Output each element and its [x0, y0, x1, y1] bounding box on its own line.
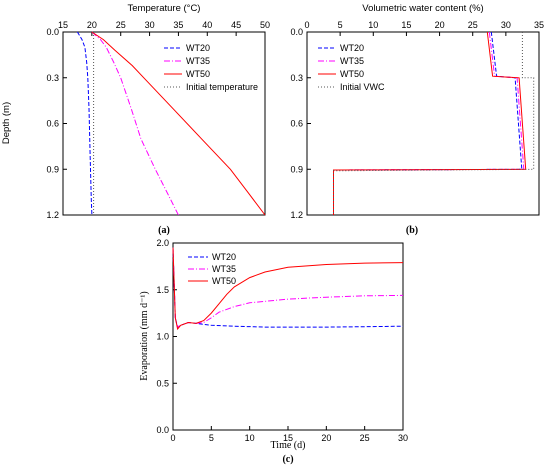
legend-label: WT20	[212, 252, 236, 262]
legend-label: WT50	[186, 69, 210, 79]
series-line-wt50	[172, 247, 404, 331]
legend-label: WT35	[186, 56, 210, 66]
x-tick-label: 30	[398, 433, 408, 443]
series-line-wt35	[91, 31, 179, 216]
x-tick-label: 15	[283, 433, 293, 443]
y-tick-label: 0.6	[46, 119, 59, 129]
x-tick-label: 30	[501, 20, 511, 30]
x-axis-title: Time (d)	[271, 440, 306, 451]
series-line-wt50	[91, 31, 266, 216]
x-axis-title: Volumetric water content (%)	[362, 3, 483, 14]
x-tick-label: 25	[468, 20, 478, 30]
chart-panel-2: 0 5 10 15 20 25 30 35 0.0 0.3 0.6 0.9 1.2 Volumetric …	[290, 3, 544, 236]
y-tick-label: 0.3	[46, 73, 59, 83]
x-tick-label: 0	[304, 20, 309, 30]
y-tick-label: 0.5	[156, 378, 169, 388]
x-tick-label: 35	[534, 20, 544, 30]
x-tick-label: 40	[202, 20, 212, 30]
y-axis-title: Evaporation (mm d⁻¹)	[139, 291, 150, 380]
panel-label: (b)	[406, 225, 418, 236]
x-tick-label: 5	[338, 20, 343, 30]
y-tick-label: 0.9	[290, 164, 303, 174]
series-line-wt50	[333, 31, 527, 215]
x-tick-label: 45	[231, 20, 241, 30]
series-line-wt35	[172, 247, 404, 328]
x-tick-label: 20	[435, 20, 445, 30]
x-tick-label: 35	[173, 20, 183, 30]
x-tick-label: 15	[58, 20, 68, 30]
legend-label: WT50	[340, 69, 364, 79]
x-tick-label: 5	[209, 433, 214, 443]
x-tick-label: 0	[170, 433, 175, 443]
x-tick-label: 25	[360, 433, 370, 443]
legend-label: WT50	[212, 276, 236, 286]
series-line-wt20	[172, 247, 404, 328]
chart-panel-3: 0 5 10 15 20 25 30 0.0 0.5 1.0 1.5 2.0 Time (d) Evapo…	[139, 238, 408, 465]
x-tick-label: 50	[260, 20, 270, 30]
y-tick-label: 0.3	[290, 73, 303, 83]
y-tick-label: 0.0	[156, 425, 169, 435]
legend-label: Initial VWC	[340, 82, 385, 92]
y-tick-label: 1.2	[290, 210, 303, 220]
x-tick-label: 25	[116, 20, 126, 30]
y-tick-label: 1.0	[156, 332, 169, 342]
y-tick-label: 0.6	[290, 119, 303, 129]
y-tick-label: 1.5	[156, 285, 169, 295]
x-axis-title: Temperature (°C)	[128, 3, 201, 14]
y-tick-label: 0.0	[290, 27, 303, 37]
y-tick-label: 2.0	[156, 238, 169, 248]
y-tick-label: 0.0	[46, 27, 59, 37]
panel-label: (c)	[282, 454, 293, 465]
legend-label: WT20	[340, 43, 364, 53]
chart-panel-1: 15 20 25 30 35 40 45 50 0.0 0.3 0.6 0.9 1.2 Temperatu…	[1, 3, 270, 236]
legend-label: WT20	[186, 43, 210, 53]
legend-label: WT35	[340, 56, 364, 66]
legend-label: WT35	[212, 264, 236, 274]
series-line-wt20	[76, 31, 93, 216]
x-tick-label: 15	[401, 20, 411, 30]
y-tick-label: 1.2	[46, 210, 59, 220]
x-tick-label: 10	[368, 20, 378, 30]
y-tick-label: 0.9	[46, 164, 59, 174]
plot-frame	[172, 242, 404, 431]
x-tick-label: 10	[245, 433, 255, 443]
x-tick-label: 20	[321, 433, 331, 443]
x-tick-label: 30	[145, 20, 155, 30]
panel-label: (a)	[158, 225, 170, 236]
y-axis-title: Depth (m)	[1, 102, 12, 144]
x-tick-label: 20	[87, 20, 97, 30]
legend-label: Initial temperature	[186, 82, 258, 92]
series-line-initial-vwc	[333, 32, 535, 215]
